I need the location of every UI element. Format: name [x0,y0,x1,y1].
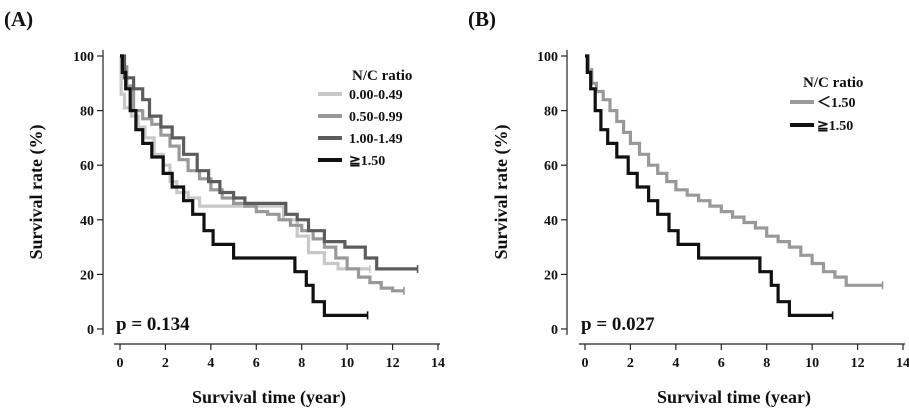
x-tick-label: 2 [162,356,169,371]
x-axis-title: Survival time (year) [657,387,811,408]
y-tick-label: 0 [551,323,558,338]
y-tick-label: 40 [80,214,94,229]
legend-entry: 0.00-0.49 [349,88,403,103]
y-tick-label: 100 [537,50,558,65]
legend: N/C ratio 0.00-0.49 0.50-0.99 1.00-1.49 ≧1.5… [318,68,412,169]
survival-curve-2 [585,54,833,317]
panel-b: (B) 0 20 40 60 80 100 0 2 4 6 8 10 12 14 Survival rate … [468,7,909,408]
y-tick-label: 20 [80,268,94,283]
survival-curve-1 [585,54,883,287]
legend-entry: ≧1.50 [349,154,385,169]
y-tick-label: 60 [80,159,94,174]
y-tick-label: 80 [544,105,558,120]
legend-title: N/C ratio [803,75,863,91]
p-value-text: p = 0.027 [581,314,655,335]
legend-title: N/C ratio [352,68,412,84]
x-tick-label: 14 [431,356,445,371]
x-tick-label: 0 [117,356,124,371]
x-tick-label: 12 [386,356,400,371]
y-tick-label: 100 [73,50,94,65]
legend: N/C ratio ＜1.50 ≧1.50 [790,75,863,134]
panel-label: (B) [468,7,496,31]
x-tick-label: 2 [627,356,634,371]
x-tick-label: 14 [896,356,909,371]
x-axis-title: Survival time (year) [192,387,346,408]
x-tick-label: 12 [851,356,865,371]
x-tick-label: 8 [763,356,770,371]
legend-entry: 1.00-1.49 [349,132,403,147]
legend-entry: ≧1.50 [817,119,853,134]
x-tick-label: 10 [340,356,354,371]
y-tick-label: 20 [544,268,558,283]
y-tick-label: 40 [544,214,558,229]
x-tick-label: 10 [805,356,819,371]
y-tick-label: 0 [87,323,94,338]
x-tick-label: 4 [672,356,679,371]
y-axis-title: Survival rate (%) [26,125,47,260]
x-tick-label: 0 [582,356,589,371]
p-value-text: p = 0.134 [116,314,190,335]
survival-curve-3 [120,54,418,271]
survival-curve-4 [120,54,368,317]
x-tick-label: 8 [298,356,305,371]
legend-entry: 0.50-0.99 [349,110,403,125]
y-tick-label: 60 [544,159,558,174]
y-tick-label: 80 [80,105,94,120]
panel-a: (A) 0 20 40 60 80 100 0 2 4 6 8 10 12 14 Survival rate … [4,7,445,408]
y-axis-title: Survival rate (%) [491,125,512,260]
legend-entry: ＜1.50 [817,96,856,111]
survival-curve-1 [119,54,370,271]
x-tick-label: 4 [207,356,214,371]
x-tick-label: 6 [253,356,260,371]
x-tick-label: 6 [718,356,725,371]
panel-label: (A) [4,7,33,31]
